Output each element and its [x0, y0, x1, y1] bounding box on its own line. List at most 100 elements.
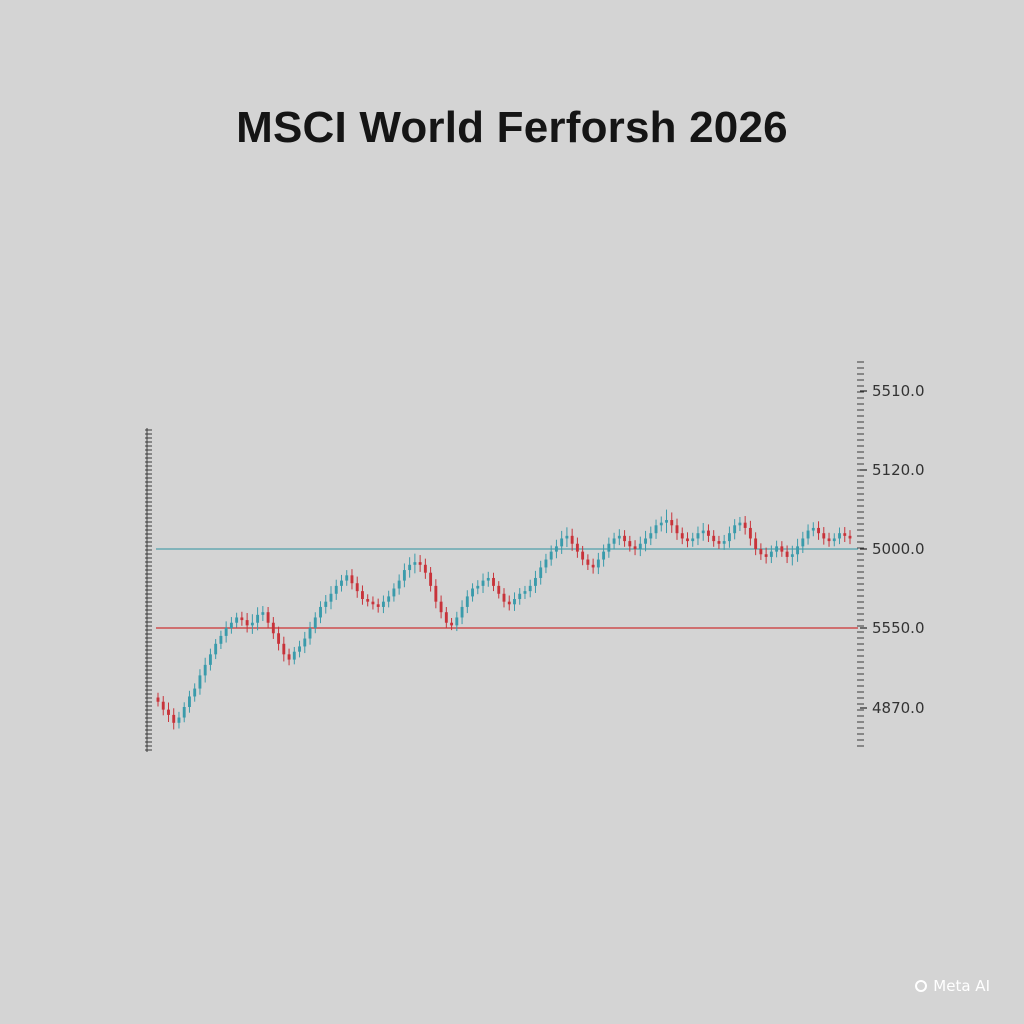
candle-body: [198, 675, 202, 689]
candle-body: [308, 628, 312, 639]
candle-body: [193, 688, 197, 697]
candle-body: [444, 612, 448, 623]
candle-body: [397, 580, 401, 589]
candle-body: [413, 562, 417, 565]
candle-body: [644, 538, 647, 544]
candle-body: [203, 664, 207, 676]
candle-body: [654, 525, 658, 534]
candle-body: [518, 593, 522, 600]
candle-body: [549, 551, 553, 560]
candle-body: [843, 533, 847, 536]
candle-body: [733, 525, 737, 534]
candle-body: [806, 530, 810, 539]
candle-body: [492, 577, 495, 586]
candle-body: [167, 709, 170, 715]
candle-body: [596, 559, 600, 568]
right-axis: [857, 361, 864, 747]
candle-body: [790, 554, 794, 557]
candles: [156, 509, 852, 730]
candle-body: [229, 622, 233, 628]
candle-body: [848, 535, 852, 539]
candle-body: [481, 580, 485, 586]
candle-body: [507, 601, 511, 605]
candle-body: [361, 591, 364, 600]
candle-body: [832, 538, 836, 542]
candle-body: [617, 535, 621, 539]
candle-body: [471, 588, 474, 597]
candle-body: [502, 593, 506, 602]
candle-body: [497, 585, 501, 594]
candle-body: [670, 520, 674, 526]
candle-body: [177, 717, 181, 723]
candle-body: [465, 596, 469, 607]
candle-body: [628, 541, 632, 547]
candle-body: [271, 622, 275, 634]
candle-body: [303, 638, 307, 647]
candle-body: [245, 620, 249, 626]
candle-body: [612, 538, 616, 544]
watermark: Meta AI: [915, 977, 990, 995]
candle-body: [277, 633, 281, 644]
candle-body: [659, 522, 663, 526]
candle-body: [591, 564, 595, 568]
candle-body: [298, 646, 301, 652]
candle-body: [387, 596, 391, 602]
candle-body: [581, 551, 585, 560]
candle-body: [450, 622, 454, 626]
candle-body: [554, 546, 558, 552]
candle-body: [560, 538, 564, 547]
candle-body: [565, 535, 569, 539]
y-tick-label: 5550.0: [872, 619, 925, 637]
candle-body: [439, 601, 443, 613]
candle-body: [523, 591, 527, 594]
candle-body: [811, 527, 815, 531]
watermark-text: Meta AI: [933, 977, 990, 995]
candle-body: [455, 617, 459, 626]
candle-body: [340, 580, 343, 586]
candle-body: [476, 585, 480, 589]
candle-body: [392, 588, 396, 597]
candle-body: [785, 551, 789, 557]
candle-body: [712, 535, 716, 542]
candle-body: [329, 593, 333, 602]
candle-body: [665, 520, 668, 523]
candle-body: [266, 612, 270, 623]
candle-body: [838, 533, 841, 539]
candle-body: [240, 617, 244, 621]
candle-body: [707, 530, 710, 536]
candle-body: [743, 522, 747, 528]
candle-body: [429, 572, 433, 586]
candle-body: [701, 530, 705, 534]
candle-body: [738, 522, 742, 526]
circle-logo-icon: [915, 980, 928, 992]
candle-body: [235, 617, 239, 623]
candle-body: [460, 606, 464, 618]
candle-body: [250, 622, 254, 626]
candle-body: [675, 525, 679, 534]
candle-body: [696, 533, 700, 539]
candle-body: [376, 604, 380, 607]
candle-body: [727, 533, 731, 542]
candle-body: [188, 696, 191, 707]
candle-body: [638, 543, 642, 549]
candle-body: [486, 577, 490, 581]
candle-body: [161, 701, 165, 710]
candle-body: [513, 599, 516, 605]
y-tick-label: 4870.0: [872, 699, 925, 717]
candle-body: [292, 651, 296, 660]
candle-body: [534, 577, 537, 586]
candle-body: [796, 546, 800, 555]
candle-body: [586, 559, 590, 565]
chart-title: MSCI World Ferforsh 2026: [236, 103, 788, 152]
candle-body: [224, 628, 228, 636]
candle-body: [423, 564, 427, 573]
candle-body: [769, 551, 773, 557]
candle-body: [355, 583, 359, 592]
candle-body: [172, 714, 176, 723]
candle-body: [371, 601, 375, 605]
y-tick-label: 5000.0: [872, 540, 925, 558]
candle-body: [381, 601, 385, 607]
candle-body: [214, 643, 218, 655]
candle-body: [408, 564, 412, 571]
